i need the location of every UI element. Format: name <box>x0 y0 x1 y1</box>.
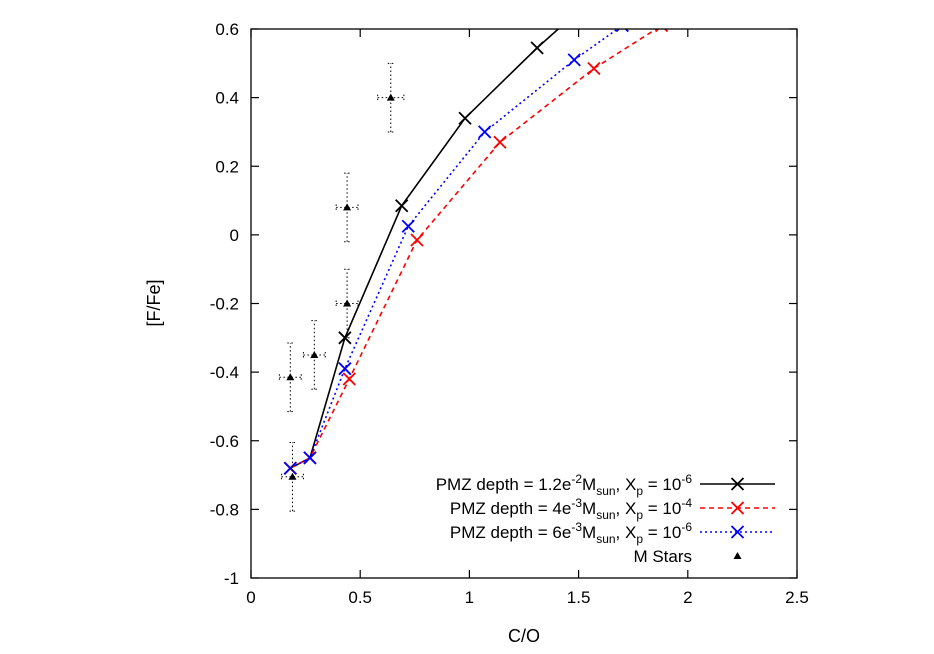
legend-text-part: , X <box>616 523 637 542</box>
series-line-2 <box>289 29 619 469</box>
y-tick-label: -0.8 <box>210 500 239 519</box>
legend-label-3: M Stars <box>633 547 692 566</box>
series-line-1 <box>289 29 658 469</box>
legend-text-part: = 10 <box>643 499 681 518</box>
m-star-point <box>288 472 297 480</box>
x-tick-label: 0 <box>246 588 255 607</box>
x-axis-label: C/O <box>508 626 540 646</box>
data-point-2 <box>338 362 352 376</box>
legend-text-part: sun <box>596 508 615 522</box>
legend-text-part: , X <box>616 499 637 518</box>
data-point-2 <box>401 219 415 233</box>
data-point-1 <box>654 29 669 33</box>
y-axis-label: [F/Fe] <box>144 279 164 326</box>
data-point-2 <box>478 125 492 139</box>
legend-text-part: PMZ depth = 4e <box>450 499 571 518</box>
legend-text-part: -6 <box>681 520 692 534</box>
tick-layer: 0 0.5 1 1.5 2 2.5 -1 -0.8 -0.6 -0.4 -0.2 0 0.2 0.4 0.6 <box>210 20 809 607</box>
x-tick-label: 2 <box>683 588 692 607</box>
data-point-0 <box>395 199 409 213</box>
legend-text-part: -2 <box>571 472 582 486</box>
y-tick-label: 0.4 <box>215 89 239 108</box>
data-point-1 <box>587 61 601 76</box>
legend-text-part: M Stars <box>633 547 692 566</box>
legend-text-part: , X <box>616 475 637 494</box>
series-layer <box>278 13 669 512</box>
y-tick-label: 0.6 <box>215 20 239 39</box>
legend-text-part: M <box>582 523 596 542</box>
plot-frame <box>250 28 798 579</box>
m-star-point <box>286 373 295 381</box>
y-tick-label: -1 <box>224 569 239 588</box>
legend-text-part: -3 <box>571 496 582 510</box>
legend-marker-1 <box>730 501 745 515</box>
m-star-point <box>310 350 319 358</box>
y-tick-label: -0.2 <box>210 295 239 314</box>
data-point-2 <box>303 451 317 465</box>
legend-text-part: -4 <box>681 496 692 510</box>
legend-text-part: p <box>636 484 643 498</box>
x-tick-label: 1 <box>465 588 474 607</box>
legend-text-part: = 10 <box>643 523 681 542</box>
legend-marker-0 <box>730 477 745 491</box>
legend-text-part: p <box>636 532 643 546</box>
data-point-2 <box>567 53 581 67</box>
data-point-1 <box>342 372 356 386</box>
legend-text-part: sun <box>596 484 615 498</box>
legend-marker-2 <box>730 525 745 539</box>
x-tick-label: 1.5 <box>567 588 591 607</box>
x-tick-label: 0.5 <box>348 588 372 607</box>
legend-text-part: sun <box>596 532 615 546</box>
x-tick-label: 2.5 <box>785 588 809 607</box>
data-point-0 <box>530 41 544 55</box>
legend-text-part: M <box>582 475 596 494</box>
y-tick-label: -0.6 <box>210 432 239 451</box>
data-point-0 <box>564 13 576 25</box>
legend-text-part: -6 <box>681 472 692 486</box>
data-point-2 <box>283 461 297 475</box>
data-point-1 <box>410 233 424 247</box>
legend-label-0: PMZ depth = 1.2e-2Msun, Xp = 10-6 <box>436 472 693 498</box>
data-point-0 <box>458 111 472 125</box>
legend-text-part: -3 <box>571 520 582 534</box>
legend-label-2: PMZ depth = 6e-3Msun, Xp = 10-6 <box>450 520 692 546</box>
legend-text-part: PMZ depth = 6e <box>450 523 571 542</box>
m-star-point <box>343 203 352 211</box>
m-star-point <box>343 299 352 307</box>
legend-text-part: p <box>636 508 643 522</box>
legend-text-part: PMZ depth = 1.2e <box>436 475 572 494</box>
series-line-0 <box>289 29 560 469</box>
legend-label-1: PMZ depth = 4e-3Msun, Xp = 10-4 <box>450 496 692 522</box>
data-point-1 <box>493 135 507 149</box>
y-tick-label: -0.4 <box>210 363 239 382</box>
legend-marker-3 <box>733 552 742 559</box>
data-point-2 <box>615 29 629 33</box>
m-star-point <box>386 93 395 101</box>
legend-text-part: M <box>582 499 596 518</box>
y-tick-label: 0.2 <box>215 157 239 176</box>
y-tick-label: 0 <box>230 226 239 245</box>
legend-text-part: = 10 <box>643 475 681 494</box>
